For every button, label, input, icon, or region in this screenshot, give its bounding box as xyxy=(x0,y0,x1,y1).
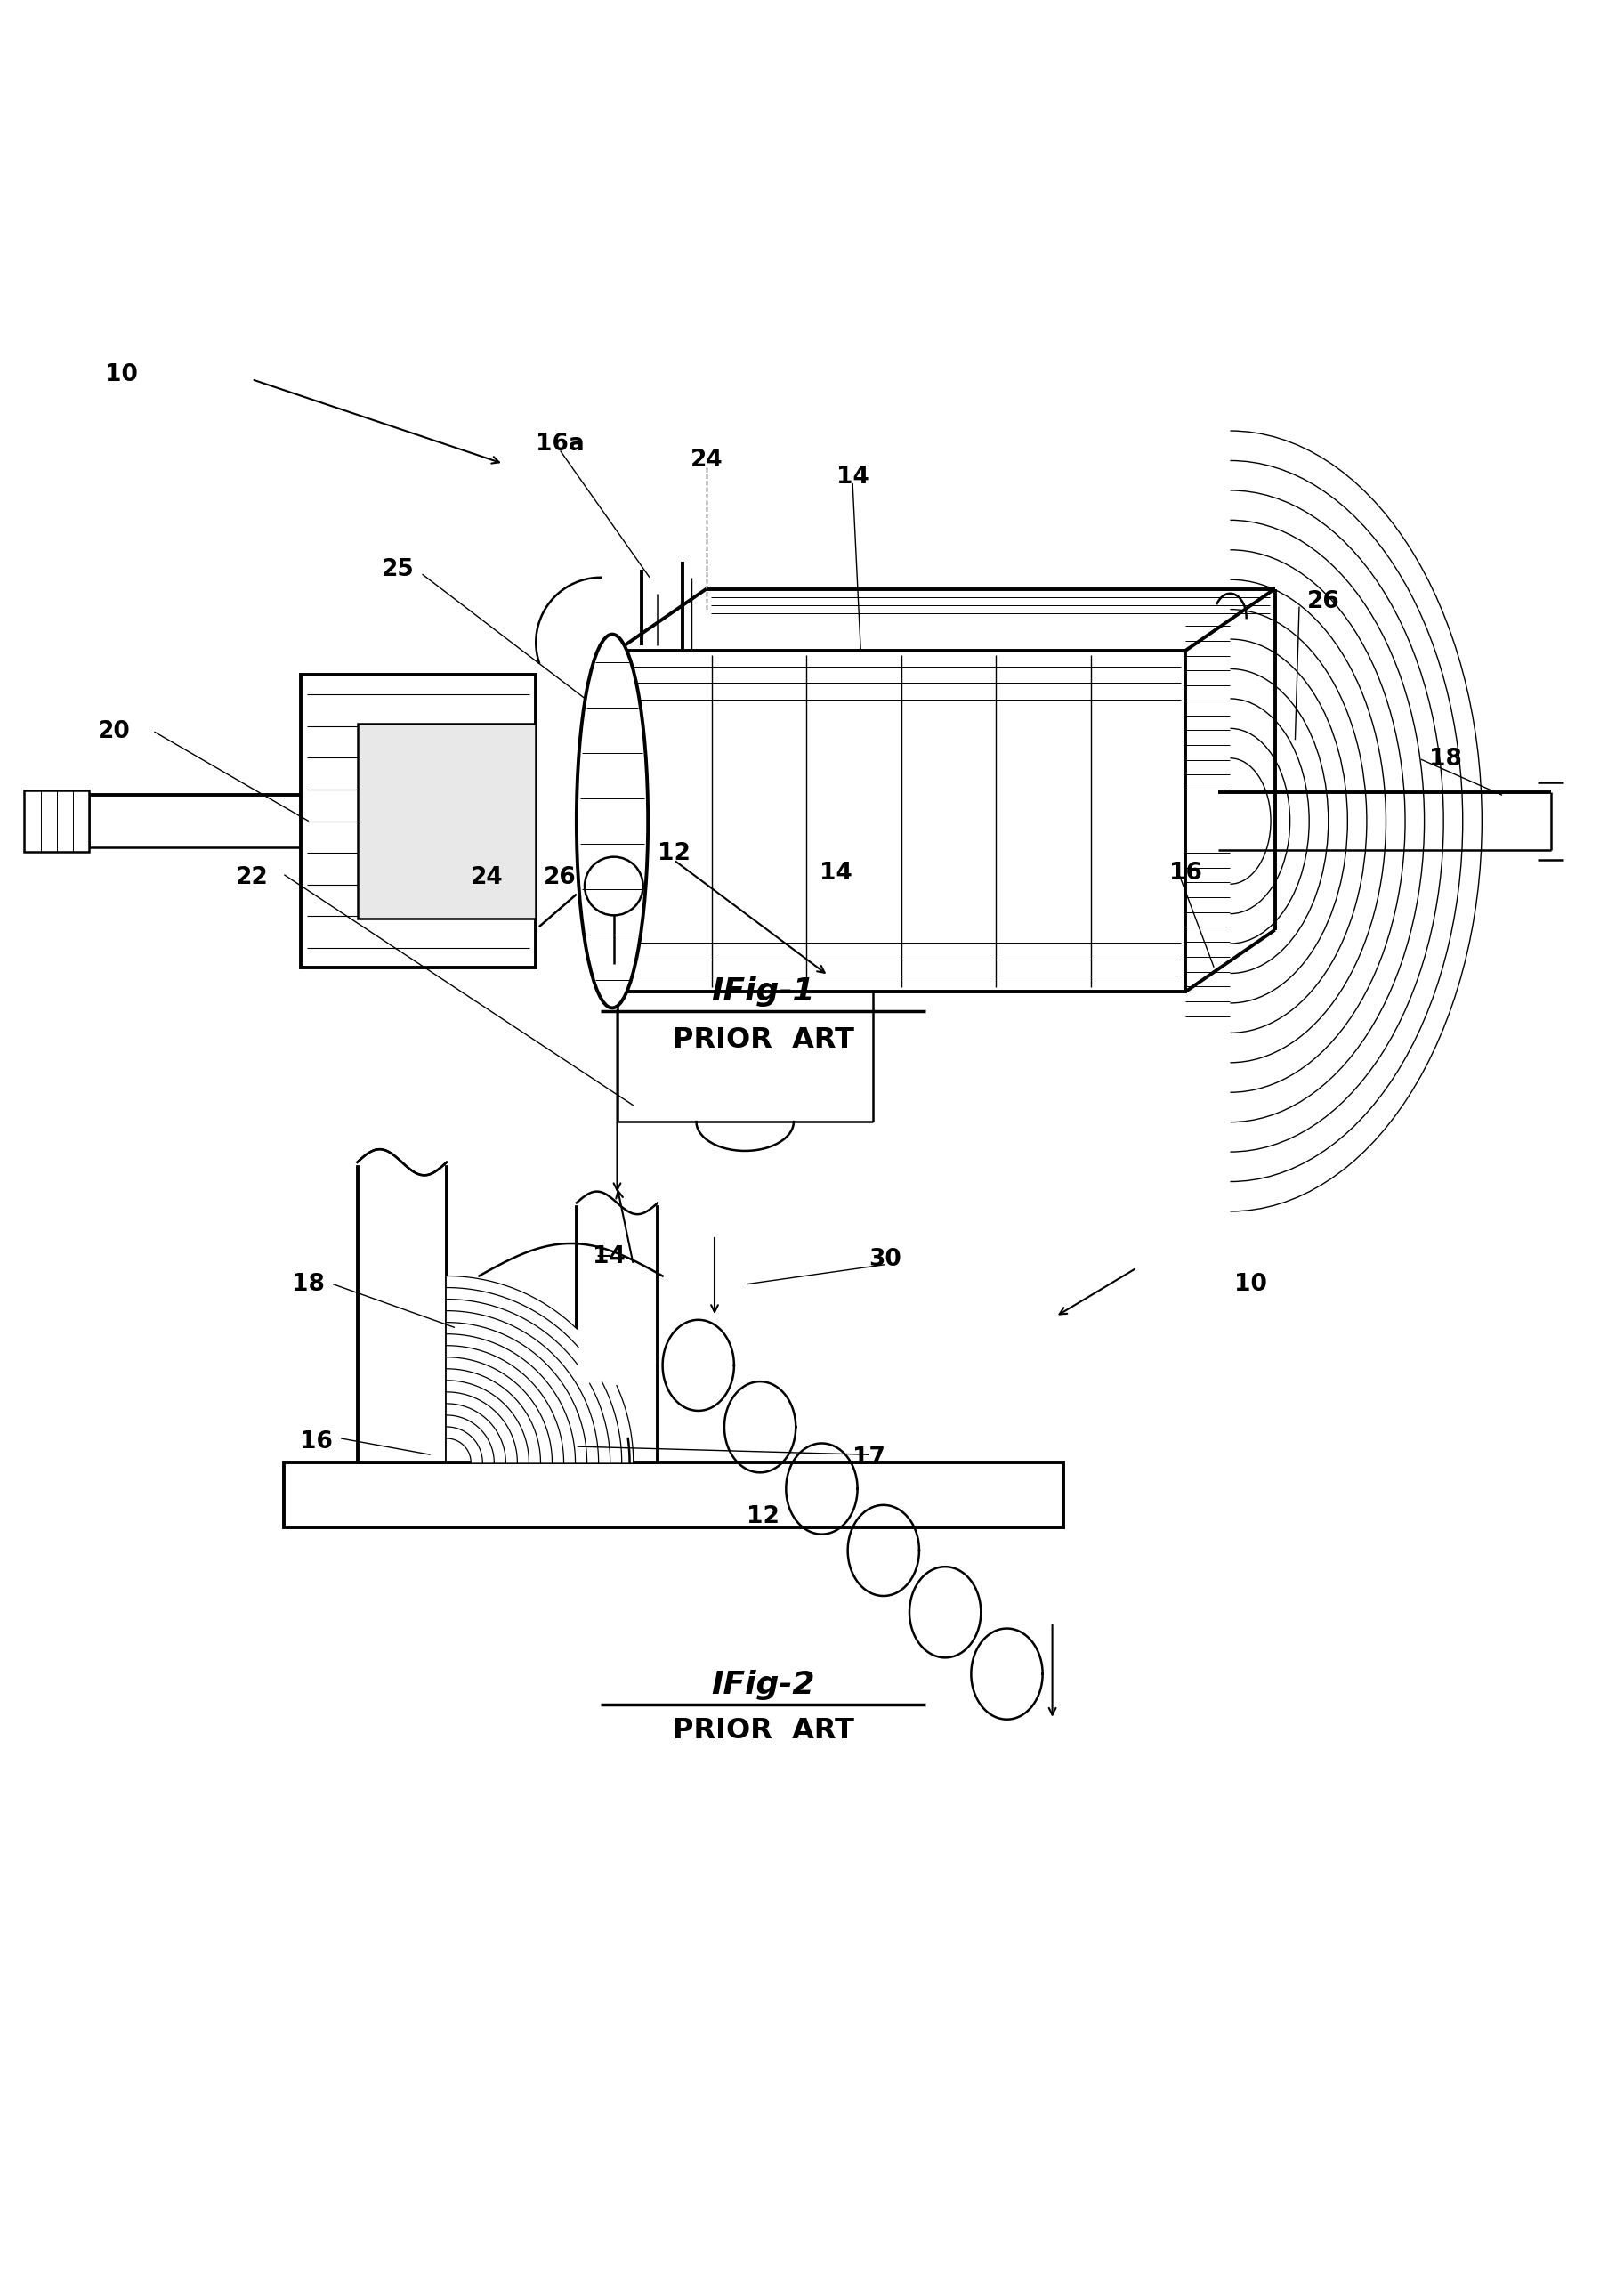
Text: 30: 30 xyxy=(869,1249,901,1272)
Text: 14: 14 xyxy=(820,862,853,885)
Text: 10: 10 xyxy=(106,362,138,385)
Text: 16: 16 xyxy=(1169,862,1202,885)
Text: IFig-2: IFig-2 xyxy=(711,1671,815,1701)
Text: 16: 16 xyxy=(300,1430,333,1453)
Text: 12: 12 xyxy=(747,1506,780,1529)
Text: IFig-1: IFig-1 xyxy=(711,976,815,1006)
Text: 18: 18 xyxy=(1429,747,1462,770)
Bar xyxy=(300,674,536,967)
Text: 25: 25 xyxy=(382,557,414,580)
Bar xyxy=(357,724,536,919)
Text: 10: 10 xyxy=(1234,1272,1267,1295)
Ellipse shape xyxy=(577,635,648,1008)
Text: 14: 14 xyxy=(836,465,869,488)
Text: 12: 12 xyxy=(658,841,690,864)
Bar xyxy=(617,651,1186,992)
Wedge shape xyxy=(447,1277,633,1462)
Text: 26: 26 xyxy=(544,866,577,889)
Text: PRIOR  ART: PRIOR ART xyxy=(672,1027,854,1054)
Text: PRIOR  ART: PRIOR ART xyxy=(672,1717,854,1744)
Bar xyxy=(357,1162,447,1462)
Text: 18: 18 xyxy=(292,1272,325,1295)
Text: 22: 22 xyxy=(235,866,268,889)
Text: 20: 20 xyxy=(97,720,130,743)
Bar xyxy=(577,1203,658,1462)
Text: 24: 24 xyxy=(471,866,503,889)
Text: 16a: 16a xyxy=(536,433,585,456)
Bar xyxy=(284,1462,1064,1529)
Text: 26: 26 xyxy=(1307,591,1340,614)
Text: 24: 24 xyxy=(690,449,723,472)
Bar xyxy=(24,791,89,853)
Text: 14: 14 xyxy=(593,1245,625,1267)
Text: 17: 17 xyxy=(853,1446,885,1469)
